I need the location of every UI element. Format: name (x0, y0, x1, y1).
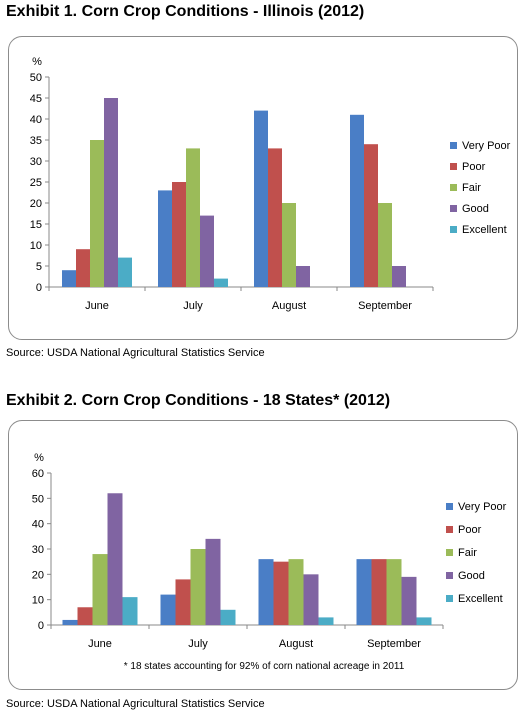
exhibit2-chart-panel: 0 10 20 30 40 50 60% June July August September Ver… (8, 420, 518, 690)
y-tick-label: 40 (30, 114, 42, 126)
bar-poor-august (273, 561, 289, 625)
bar-very-poor-august (258, 559, 274, 625)
y-tick-label: 15 (30, 219, 42, 231)
bar-excellent-june (122, 597, 138, 625)
y-tick-label: 45 (30, 93, 42, 105)
exhibit2-footnote: * 18 states accounting for 92% of corn n… (123, 661, 405, 672)
bar-good-september (401, 576, 417, 625)
x-tick-label: August (279, 638, 313, 650)
legend-swatch (450, 163, 457, 170)
legend-swatch (450, 142, 457, 149)
bar-poor-june (77, 607, 93, 625)
y-axis-label: % (32, 56, 42, 68)
bar-fair-september (378, 203, 392, 287)
bar-excellent-september (416, 617, 432, 625)
bar-excellent-august (318, 617, 334, 625)
bar-poor-august (268, 148, 282, 287)
y-tick-label: 5 (36, 261, 42, 273)
legend-entry: Good (458, 570, 485, 582)
exhibit1-title: Exhibit 1. Corn Crop Conditions - Illino… (6, 3, 365, 20)
bar-very-poor-june (62, 270, 76, 287)
bar-fair-august (282, 203, 296, 287)
bar-poor-september (371, 559, 387, 625)
bar-good-june (104, 98, 118, 287)
legend-swatch (446, 572, 453, 579)
bar-good-september (392, 266, 406, 287)
legend-swatch (446, 595, 453, 602)
exhibit2-source: Source: USDA National Agricultural Stati… (6, 698, 265, 710)
bar-very-poor-july (158, 190, 172, 287)
exhibit2-title: Exhibit 2. Corn Crop Conditions - 18 Sta… (6, 392, 391, 409)
y-tick-label: 20 (32, 569, 44, 581)
legend-swatch (450, 184, 457, 191)
bar-fair-june (92, 554, 108, 625)
bar-poor-september (364, 144, 378, 287)
bar-fair-june (90, 140, 104, 287)
legend-entry: Poor (462, 161, 486, 173)
y-tick-label: 10 (30, 240, 42, 252)
bar-good-july (205, 538, 221, 625)
y-tick-label: 50 (32, 493, 44, 505)
y-tick-label: 20 (30, 198, 42, 210)
bar-poor-july (172, 182, 186, 287)
bar-fair-july (186, 148, 200, 287)
exhibit1-chart: 0 5 10 15 20 25 30 35 40 45 50% June July August Septe… (30, 56, 511, 312)
bar-good-august (303, 574, 319, 625)
y-tick-label: 60 (32, 468, 44, 480)
chart-1-plot: 0 5 10 15 20 25 30 35 40 45 50% June July August Septe… (30, 56, 434, 312)
bar-fair-august (288, 559, 304, 625)
legend-entry: Fair (462, 182, 481, 194)
bar-very-poor-august (254, 110, 268, 287)
bar-good-june (107, 493, 123, 625)
legend-swatch (450, 226, 457, 233)
bar-very-poor-june (62, 619, 78, 625)
legend-entry: Poor (458, 524, 482, 536)
x-tick-label: September (358, 300, 412, 312)
legend-entry: Excellent (458, 593, 503, 605)
legend-entry: Fair (458, 547, 477, 559)
bar-poor-july (175, 579, 191, 625)
legend-entry: Very Poor (462, 140, 511, 152)
bar-very-poor-september (356, 559, 372, 625)
exhibit2-chart: 0 10 20 30 40 50 60% June July August September Ver… (32, 452, 507, 650)
bar-very-poor-july (160, 594, 176, 625)
bar-very-poor-september (350, 114, 364, 287)
bar-fair-july (190, 549, 206, 625)
legend-swatch (446, 503, 453, 510)
legend: Very Poor Poor Fair Good Excellent (446, 501, 507, 605)
chart-2-plot: 0 10 20 30 40 50 60% June July August September (32, 452, 444, 650)
y-tick-label: 0 (36, 282, 42, 294)
y-tick-label: 30 (30, 156, 42, 168)
legend-swatch (446, 549, 453, 556)
x-tick-label: September (367, 638, 421, 650)
legend-swatch (450, 205, 457, 212)
y-tick-label: 30 (32, 544, 44, 556)
bar-excellent-july (214, 278, 228, 287)
bar-excellent-june (118, 257, 132, 287)
y-axis-label: % (34, 452, 44, 464)
x-tick-label: August (272, 300, 306, 312)
legend-entry: Excellent (462, 224, 507, 236)
y-tick-label: 40 (32, 519, 44, 531)
y-tick-label: 10 (32, 595, 44, 607)
legend-entry: Very Poor (458, 501, 507, 513)
legend: Very Poor Poor Fair Good Excellent (450, 140, 511, 236)
exhibit1-source: Source: USDA National Agricultural Stati… (6, 347, 265, 359)
y-tick-label: 35 (30, 135, 42, 147)
y-tick-label: 50 (30, 72, 42, 84)
y-tick-label: 25 (30, 177, 42, 189)
bar-poor-june (76, 249, 90, 287)
y-tick-label: 0 (38, 620, 44, 632)
legend-swatch (446, 526, 453, 533)
bar-fair-september (386, 559, 402, 625)
x-tick-label: July (183, 300, 203, 312)
exhibit1-chart-panel: 0 5 10 15 20 25 30 35 40 45 50% June July August Septe… (8, 36, 518, 340)
bar-excellent-july (220, 609, 236, 625)
x-tick-label: July (188, 638, 208, 650)
x-tick-label: June (85, 300, 109, 312)
x-tick-label: June (88, 638, 112, 650)
legend-entry: Good (462, 203, 489, 215)
bar-good-august (296, 266, 310, 287)
bar-good-july (200, 215, 214, 287)
